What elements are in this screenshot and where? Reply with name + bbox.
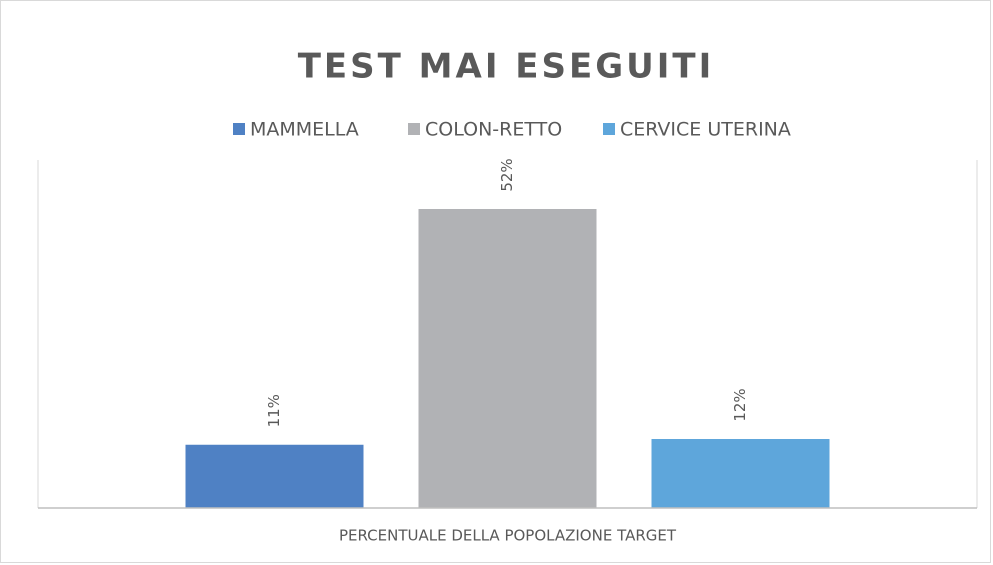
legend-label: MAMMELLA xyxy=(250,119,359,141)
data-label: 12% xyxy=(731,388,749,421)
bar xyxy=(651,439,830,508)
bar xyxy=(185,444,364,508)
legend-swatch xyxy=(233,123,245,135)
legend-label: COLON-RETTO xyxy=(425,119,562,141)
legend-label: CERVICE UTERINA xyxy=(620,119,791,141)
legend-swatch xyxy=(408,123,420,135)
x-tick-label: PERCENTUALE DELLA POPOLAZIONE TARGET xyxy=(339,527,677,545)
legend-swatch xyxy=(603,123,615,135)
data-label: 11% xyxy=(265,394,283,427)
chart-title: TEST MAI ESEGUITI xyxy=(298,47,715,87)
data-label: 52% xyxy=(498,158,516,191)
bar xyxy=(418,209,597,508)
